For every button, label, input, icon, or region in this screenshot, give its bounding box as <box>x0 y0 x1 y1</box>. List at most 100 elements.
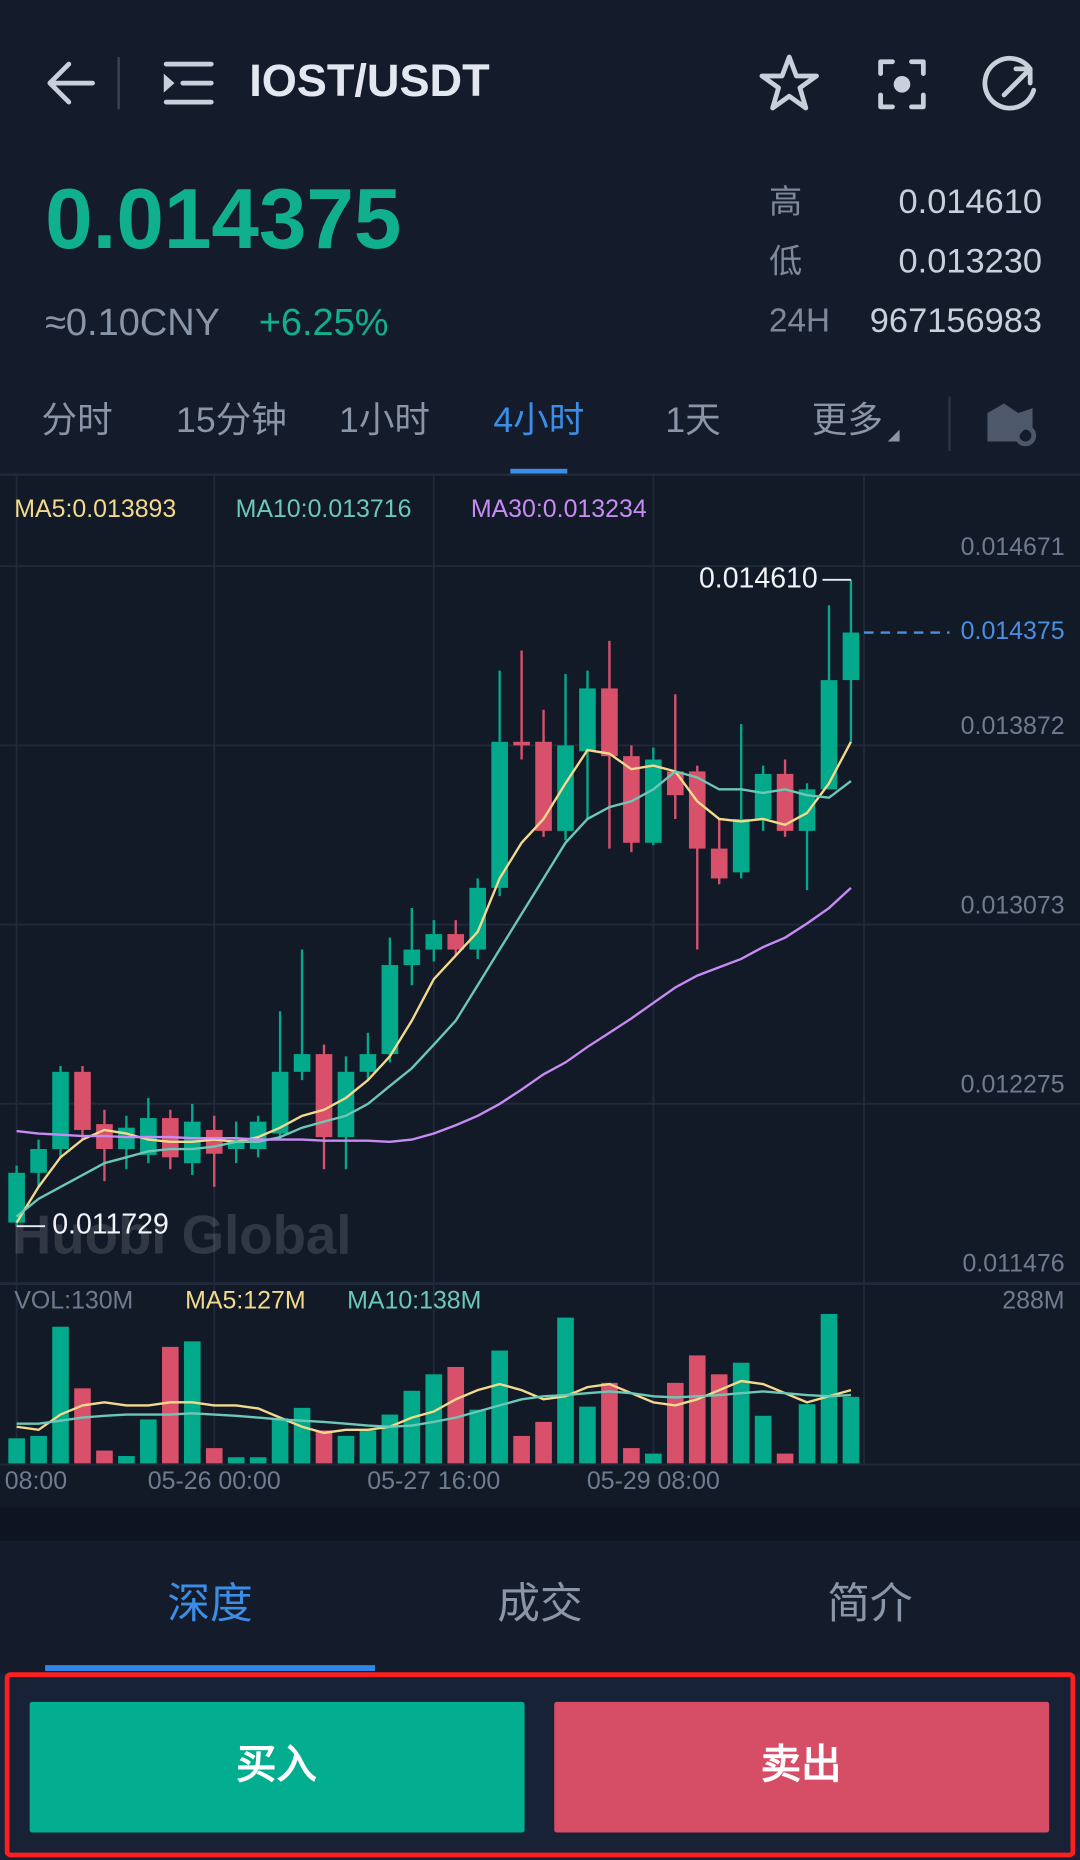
highlight-box <box>4 1672 1076 1858</box>
interval-tabs: 分时 15分钟 1小时 4小时 1天 更多 <box>42 400 900 475</box>
scan-button[interactable] <box>878 59 926 110</box>
interval-tab[interactable]: 1天 <box>665 400 720 440</box>
stat-label: 低 <box>769 243 802 280</box>
y-tick-label: 0.013872 <box>961 712 1065 740</box>
volume-bar <box>645 1453 662 1464</box>
menu-icon-arrow <box>163 73 175 93</box>
volume-bar <box>710 1374 728 1464</box>
volume-bar <box>776 1453 794 1464</box>
volume-bar <box>579 1406 596 1464</box>
volume-bar <box>96 1450 113 1464</box>
candle-body <box>579 688 596 752</box>
bottom-tab[interactable]: 深度 <box>167 1580 252 1628</box>
volume-bar <box>140 1419 157 1464</box>
interval-tab[interactable]: 分时 <box>42 400 113 440</box>
volume-bar <box>227 1457 245 1464</box>
candle-body <box>623 756 640 843</box>
volume-bar <box>820 1313 838 1464</box>
interval-tab[interactable]: 4小时 <box>493 400 584 440</box>
candle-body <box>776 773 794 831</box>
volume-bar <box>249 1457 267 1464</box>
pair-title: IOST/USDT <box>249 55 490 106</box>
candle-body <box>601 688 618 757</box>
stat-label: 高 <box>769 184 802 221</box>
x-tick-label: 05-26 00:00 <box>148 1467 281 1495</box>
active-underline <box>510 468 568 475</box>
volume-bar <box>381 1414 399 1464</box>
candle-body <box>403 949 421 966</box>
bottom-tab[interactable]: 简介 <box>827 1580 912 1628</box>
y-tick-label: 288M <box>1002 1287 1064 1315</box>
x-tick-label: 08:00 <box>5 1467 67 1495</box>
change-percent: +6.25% <box>259 302 389 344</box>
volume-bar <box>162 1346 179 1464</box>
sell-button[interactable] <box>554 1701 1050 1833</box>
candle-body <box>52 1071 69 1150</box>
volume-bar <box>30 1435 47 1464</box>
volume-bar <box>293 1407 311 1464</box>
volume-bar <box>8 1438 25 1464</box>
candle-body <box>798 789 816 831</box>
volume-bar <box>271 1418 289 1464</box>
volume-bar <box>513 1435 530 1464</box>
last-price-label: 0.014375 <box>961 617 1065 645</box>
interval-tab[interactable]: 15分钟 <box>176 400 287 440</box>
volume-ma-line <box>16 1390 852 1428</box>
chart-settings-button[interactable] <box>987 403 1037 447</box>
stats: 高 0.014610 低 0.013230 24H 967156983 <box>769 183 1042 340</box>
stat-value: 0.013230 <box>899 243 1043 281</box>
legend-entry: MA30:0.013234 <box>471 495 647 523</box>
candle-body <box>8 1172 25 1223</box>
settings-icon <box>987 403 1033 442</box>
volume-bar <box>52 1326 69 1464</box>
stat-label: 24H <box>769 303 830 340</box>
volume-bar <box>557 1317 574 1464</box>
volume-bar <box>754 1415 772 1464</box>
candle-body <box>30 1149 47 1173</box>
legend-entry: MA10:138M <box>347 1287 481 1315</box>
menu-button[interactable] <box>163 61 214 105</box>
volume-bar <box>666 1382 684 1464</box>
volume-bar <box>469 1409 486 1464</box>
ma-line <box>15 741 852 1224</box>
menu-icon <box>163 61 214 105</box>
back-button[interactable] <box>47 61 95 105</box>
candle-body <box>447 934 465 950</box>
volume-ma-line <box>16 1379 852 1435</box>
buy-button[interactable] <box>29 1701 525 1833</box>
candle-body <box>425 934 443 950</box>
interval-tab[interactable]: 更多 <box>812 400 883 440</box>
scan-icon <box>878 59 926 110</box>
candle-body <box>842 632 860 681</box>
bottom-tab[interactable]: 成交 <box>497 1580 582 1628</box>
legend-entry: MA5:0.013893 <box>14 495 176 523</box>
candle-body <box>557 745 574 831</box>
candle-body <box>227 1139 245 1150</box>
volume-bar <box>337 1435 355 1464</box>
candle-body <box>469 887 486 950</box>
volume-bar <box>425 1374 443 1464</box>
volume-bar <box>688 1355 706 1464</box>
favorite-button[interactable] <box>759 54 819 111</box>
interval-tab[interactable]: 1小时 <box>339 400 430 440</box>
candle-body <box>645 759 662 843</box>
watermark: Huobi Global <box>12 1204 352 1265</box>
refresh-button[interactable] <box>982 55 1037 111</box>
candle-body <box>271 1071 289 1134</box>
stat-value: 0.014610 <box>899 183 1043 221</box>
volume-bar <box>842 1396 860 1464</box>
candle-body <box>359 1054 377 1072</box>
bottom-tabs: 深度 成交 简介 <box>45 1580 913 1672</box>
candle-body <box>535 741 552 831</box>
candle-body <box>491 741 508 888</box>
volume-title: VOL:130M <box>14 1287 133 1315</box>
volume-bar <box>535 1421 552 1464</box>
stat-value: 967156983 <box>870 302 1042 340</box>
y-tick-label: 0.013073 <box>961 891 1065 919</box>
candlestick-chart: 0.014671 0.013872 0.013073 0.012275 0.011476… <box>0 474 1080 1495</box>
volume-bar <box>359 1430 377 1464</box>
volume-bar <box>601 1382 618 1464</box>
legend-entry: MA10:0.013716 <box>236 495 412 523</box>
